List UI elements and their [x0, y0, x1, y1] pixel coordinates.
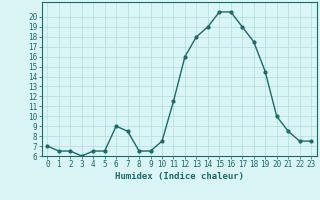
X-axis label: Humidex (Indice chaleur): Humidex (Indice chaleur)	[115, 172, 244, 181]
